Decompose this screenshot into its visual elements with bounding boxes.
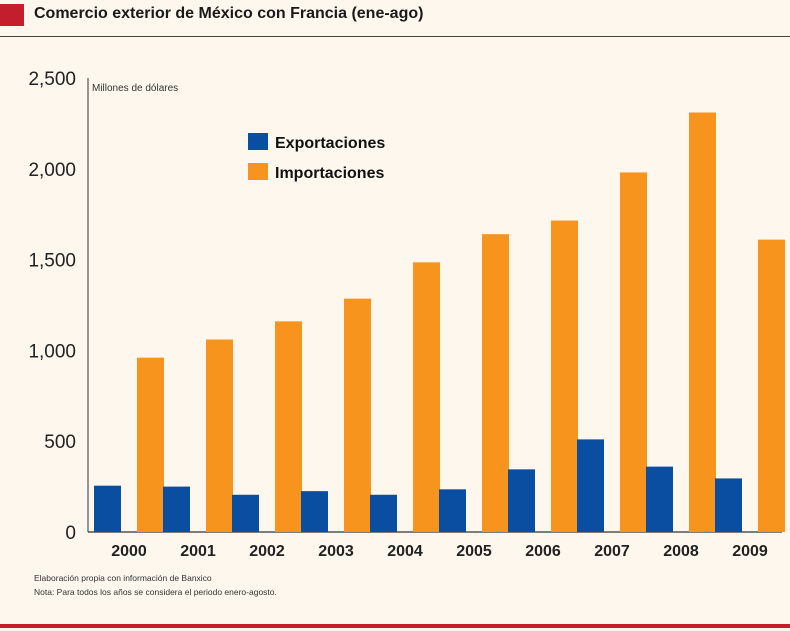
bar-importaciones-2005 — [482, 234, 509, 532]
footnote-source: Elaboración propia con información de Ba… — [34, 573, 212, 583]
chart-title: Comercio exterior de México con Francia … — [34, 5, 424, 22]
bar-importaciones-2007 — [620, 172, 647, 532]
bar-exportaciones-2001 — [163, 486, 190, 532]
bar-chart: 0 500 1,000 1,500 2,000 2,500 Millones de dóla… — [28, 69, 785, 560]
bar-exportaciones-2004 — [370, 494, 397, 532]
legend-swatch-exportaciones — [248, 133, 268, 150]
x-tick-label: 2000 — [111, 543, 147, 560]
x-tick-label: 2005 — [456, 543, 492, 560]
x-tick-label: 2002 — [249, 543, 285, 560]
bar-exportaciones-2006 — [508, 469, 535, 532]
x-tick-label: 2008 — [663, 543, 699, 560]
x-tick-label: 2001 — [180, 543, 216, 560]
header-rule — [0, 36, 790, 37]
bar-exportaciones-2000 — [94, 485, 121, 532]
legend-label-exportaciones: Exportaciones — [275, 135, 385, 152]
y-tick-label: 1,000 — [28, 341, 76, 362]
bar-importaciones-2000 — [137, 357, 164, 532]
x-tick-label: 2006 — [525, 543, 561, 560]
bar-importaciones-2001 — [206, 339, 233, 532]
bar-importaciones-2009 — [758, 239, 785, 532]
x-tick-label: 2003 — [318, 543, 354, 560]
header: Comercio exterior de México con Francia … — [0, 0, 790, 28]
bar-exportaciones-2003 — [301, 491, 328, 532]
y-tick-label: 0 — [65, 523, 76, 544]
bar-exportaciones-2009 — [715, 478, 742, 532]
y-axis-label: Millones de dólares — [92, 83, 178, 94]
x-tick-label: 2004 — [387, 543, 423, 560]
bar-importaciones-2004 — [413, 262, 440, 532]
y-tick-label: 2,500 — [28, 69, 76, 90]
bottom-accent-bar — [0, 624, 790, 628]
bar-exportaciones-2008 — [646, 466, 673, 532]
legend-label-importaciones: Importaciones — [275, 165, 384, 182]
bar-importaciones-2002 — [275, 321, 302, 532]
header-accent-block — [0, 4, 24, 26]
bar-exportaciones-2002 — [232, 494, 259, 532]
y-tick-label: 2,000 — [28, 160, 76, 181]
bar-exportaciones-2005 — [439, 489, 466, 532]
y-tick-label: 500 — [44, 432, 76, 453]
y-tick-label: 1,500 — [28, 251, 76, 272]
footnote-note: Nota: Para todos los años se considera e… — [34, 587, 277, 597]
x-tick-label: 2009 — [732, 543, 768, 560]
bar-importaciones-2003 — [344, 298, 371, 532]
x-tick-label: 2007 — [594, 543, 630, 560]
bar-importaciones-2006 — [551, 220, 578, 532]
bar-importaciones-2008 — [689, 112, 716, 532]
legend-swatch-importaciones — [248, 163, 268, 180]
bar-exportaciones-2007 — [577, 439, 604, 532]
